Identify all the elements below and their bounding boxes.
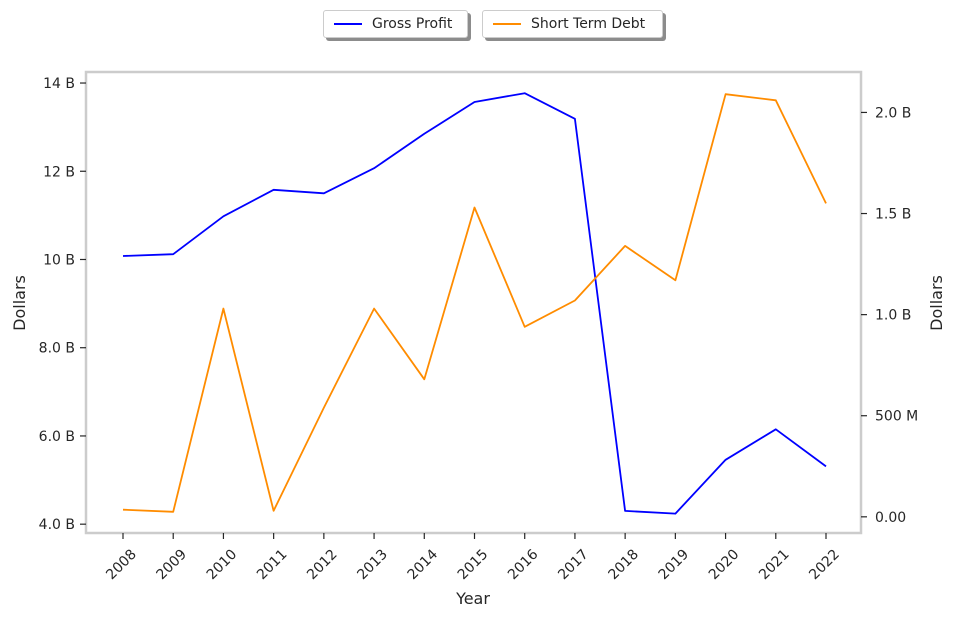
x-tick-label: 2017 — [555, 547, 592, 584]
y-axis-label-left: Dollars — [10, 275, 29, 331]
y-left-tick-label: 8.0 B — [39, 341, 75, 357]
y-right-tick-label: 500 M — [875, 409, 918, 425]
legend-gross-profit: Gross Profit — [323, 10, 468, 38]
series-line-gross-profit — [122, 92, 827, 515]
x-tick-label: 2010 — [204, 547, 241, 584]
y-axis-label-right: Dollars — [927, 275, 946, 331]
legend-swatch-gross-profit — [334, 23, 362, 25]
x-tick-label: 2019 — [656, 547, 693, 584]
x-tick-label: 2016 — [505, 546, 542, 583]
legend-label-short-term-debt: Short Term Debt — [531, 16, 646, 32]
x-tick-label: 2011 — [254, 547, 291, 584]
legend-swatch-short-term-debt — [493, 23, 521, 25]
x-tick-label: 2008 — [103, 547, 140, 584]
y-left-tick-label: 12 B — [43, 164, 75, 180]
y-left-tick-label: 6.0 B — [39, 429, 75, 445]
x-tick-label: 2020 — [706, 547, 743, 584]
series-line-short-term-debt — [122, 93, 827, 513]
x-tick-label: 2014 — [405, 546, 442, 583]
plot-area — [84, 70, 863, 535]
y-right-tick-label: 1.5 B — [875, 207, 911, 223]
y-left-tick-label: 4.0 B — [39, 517, 75, 533]
y-right-tick-label: 0.00 — [875, 510, 906, 526]
legend-short-term-debt: Short Term Debt — [482, 10, 663, 38]
legend-label-gross-profit: Gross Profit — [372, 16, 453, 32]
x-tick-label: 2021 — [756, 547, 793, 584]
x-axis-label: Year — [455, 589, 490, 608]
x-tick-label: 2012 — [304, 547, 341, 584]
y-left-tick-label: 14 B — [43, 76, 75, 92]
y-right-tick-label: 2.0 B — [875, 105, 911, 121]
y-left-tick-label: 10 B — [43, 252, 75, 268]
x-tick-label: 2013 — [354, 547, 391, 584]
x-tick-label: 2022 — [806, 547, 843, 584]
x-tick-label: 2009 — [154, 547, 191, 584]
y-right-tick-label: 1.0 B — [875, 308, 911, 324]
x-tick-label: 2018 — [605, 547, 642, 584]
x-tick-label: 2015 — [455, 547, 492, 584]
